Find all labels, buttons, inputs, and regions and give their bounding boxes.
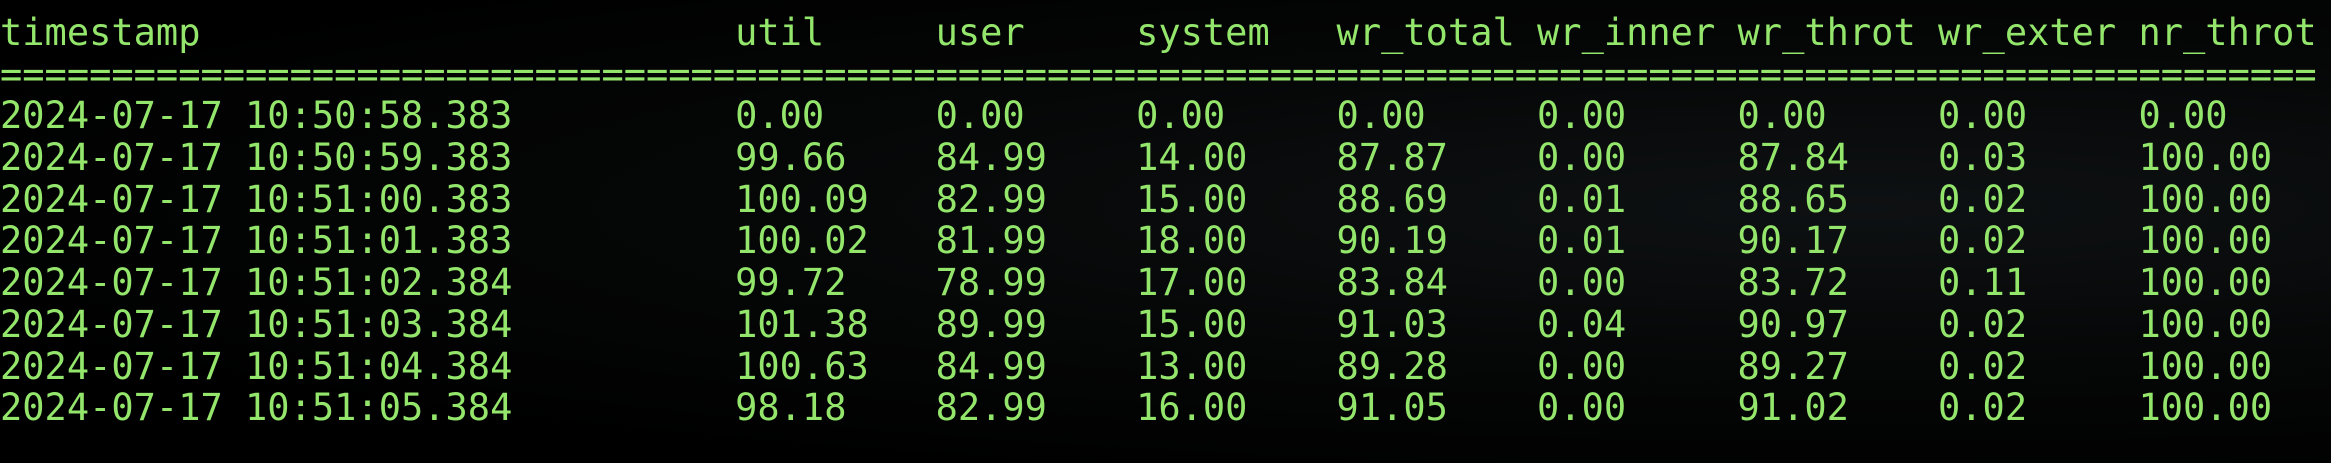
table-row: 2024-07-17 10:51:05.384 98.18 82.99 16.00 91… bbox=[0, 387, 2331, 429]
cell-wr-total: 91.05 bbox=[1336, 386, 1448, 430]
cell-timestamp: 2024-07-17 10:51:03.384 bbox=[0, 302, 513, 346]
table-row: 2024-07-17 10:51:00.383 100.09 82.99 15.00 8… bbox=[0, 179, 2331, 221]
cell-user: 78.99 bbox=[935, 261, 1047, 305]
cell-timestamp: 2024-07-17 10:50:58.383 bbox=[0, 94, 513, 138]
cell-nr-throt: 100.00 bbox=[2138, 219, 2273, 263]
cell-user: 0.00 bbox=[935, 94, 1025, 138]
cell-timestamp: 2024-07-17 10:51:00.383 bbox=[0, 177, 513, 221]
table-row: 2024-07-17 10:50:58.383 0.00 0.00 0.00 0.00 0… bbox=[0, 95, 2331, 137]
column-header-timestamp: timestamp bbox=[0, 11, 201, 54]
cell-util: 100.63 bbox=[735, 344, 869, 388]
cell-nr-throt: 100.00 bbox=[2138, 136, 2273, 180]
cell-wr-exter: 0.02 bbox=[1938, 177, 2028, 221]
cell-util: 99.72 bbox=[735, 261, 847, 305]
cell-timestamp: 2024-07-17 10:51:01.383 bbox=[0, 219, 513, 263]
cell-wr-inner: 0.01 bbox=[1537, 177, 1627, 221]
cell-system: 18.00 bbox=[1136, 219, 1248, 263]
cell-wr-throt: 87.84 bbox=[1737, 136, 1849, 180]
cell-system: 0.00 bbox=[1136, 94, 1226, 138]
cell-wr-throt: 0.00 bbox=[1737, 94, 1827, 138]
cell-user: 82.99 bbox=[935, 177, 1047, 221]
cell-nr-throt: 100.00 bbox=[2138, 344, 2273, 388]
column-header-wr-inner: wr_inner bbox=[1537, 11, 1716, 54]
cell-wr-inner: 0.00 bbox=[1537, 261, 1627, 305]
cell-wr-throt: 91.02 bbox=[1737, 386, 1849, 430]
cell-wr-total: 88.69 bbox=[1336, 177, 1448, 221]
cell-wr-inner: 0.01 bbox=[1537, 219, 1627, 263]
column-header-user: user bbox=[935, 11, 1025, 54]
cell-wr-exter: 0.02 bbox=[1938, 302, 2028, 346]
cell-user: 84.99 bbox=[935, 344, 1047, 388]
column-header-system: system bbox=[1136, 11, 1270, 54]
cell-system: 16.00 bbox=[1136, 386, 1248, 430]
table-row: 2024-07-17 10:51:01.383 100.02 81.99 18.00 9… bbox=[0, 220, 2331, 262]
column-header-wr-exter: wr_exter bbox=[1938, 11, 2117, 54]
cell-wr-throt: 83.72 bbox=[1737, 261, 1849, 305]
cell-system: 17.00 bbox=[1136, 261, 1248, 305]
cell-wr-throt: 90.97 bbox=[1737, 302, 1849, 346]
cell-util: 0.00 bbox=[735, 94, 825, 138]
cell-wr-throt: 88.65 bbox=[1737, 177, 1849, 221]
cell-nr-throt: 100.00 bbox=[2138, 386, 2273, 430]
column-header-nr-throt: nr_throt bbox=[2138, 11, 2317, 54]
cell-user: 81.99 bbox=[935, 219, 1047, 263]
table-row: 2024-07-17 10:51:02.384 99.72 78.99 17.00 83… bbox=[0, 262, 2331, 304]
cell-wr-throt: 89.27 bbox=[1737, 344, 1849, 388]
cell-system: 15.00 bbox=[1136, 177, 1248, 221]
cell-system: 13.00 bbox=[1136, 344, 1248, 388]
cell-user: 89.99 bbox=[935, 302, 1047, 346]
cell-wr-exter: 0.02 bbox=[1938, 219, 2028, 263]
cell-wr-exter: 0.02 bbox=[1938, 386, 2028, 430]
cell-wr-inner: 0.04 bbox=[1537, 302, 1627, 346]
table-row: 2024-07-17 10:50:59.383 99.66 84.99 14.00 87… bbox=[0, 137, 2331, 179]
table-row: 2024-07-17 10:51:03.384 101.38 89.99 15.00 9… bbox=[0, 304, 2331, 346]
cell-timestamp: 2024-07-17 10:51:02.384 bbox=[0, 261, 513, 305]
column-header-util: util bbox=[735, 11, 825, 54]
cell-wr-exter: 0.00 bbox=[1938, 94, 2028, 138]
cell-wr-total: 89.28 bbox=[1336, 344, 1448, 388]
cell-util: 98.18 bbox=[735, 386, 847, 430]
cell-nr-throt: 100.00 bbox=[2138, 261, 2273, 305]
header-separator: ========================================… bbox=[0, 52, 2317, 96]
cell-wr-inner: 0.00 bbox=[1537, 386, 1627, 430]
cell-wr-exter: 0.03 bbox=[1938, 136, 2028, 180]
column-header-wr-throt: wr_throt bbox=[1737, 11, 1916, 54]
cell-nr-throt: 100.00 bbox=[2138, 302, 2273, 346]
cell-timestamp: 2024-07-17 10:51:05.384 bbox=[0, 386, 513, 430]
cell-user: 82.99 bbox=[935, 386, 1047, 430]
table-body: 2024-07-17 10:50:58.383 0.00 0.00 0.00 0.00 0… bbox=[0, 95, 2331, 429]
cell-user: 84.99 bbox=[935, 136, 1047, 180]
cell-system: 14.00 bbox=[1136, 136, 1248, 180]
cell-util: 101.38 bbox=[735, 302, 869, 346]
cell-util: 100.09 bbox=[735, 177, 869, 221]
cell-system: 15.00 bbox=[1136, 302, 1248, 346]
cell-wr-total: 87.87 bbox=[1336, 136, 1448, 180]
table-header: timestamp util user system wr_total wr_inner w… bbox=[0, 12, 2331, 54]
table-row: 2024-07-17 10:51:04.384 100.63 84.99 13.00 8… bbox=[0, 344, 2331, 388]
cell-wr-exter: 0.02 bbox=[1938, 344, 2028, 388]
cell-wr-inner: 0.00 bbox=[1537, 94, 1627, 138]
cell-wr-total: 90.19 bbox=[1336, 219, 1448, 263]
cell-nr-throt: 100.00 bbox=[2138, 177, 2273, 221]
cell-wr-total: 0.00 bbox=[1336, 94, 1426, 138]
cell-wr-throt: 90.17 bbox=[1737, 219, 1849, 263]
cell-wr-exter: 0.11 bbox=[1938, 261, 2028, 305]
cell-wr-inner: 0.00 bbox=[1537, 136, 1627, 180]
cell-timestamp: 2024-07-17 10:51:04.384 bbox=[0, 344, 513, 388]
column-header-wr-total: wr_total bbox=[1336, 11, 1515, 54]
cell-wr-total: 91.03 bbox=[1336, 302, 1448, 346]
cell-util: 99.66 bbox=[735, 136, 847, 180]
cell-nr-throt: 0.00 bbox=[2138, 94, 2228, 138]
cell-timestamp: 2024-07-17 10:50:59.383 bbox=[0, 136, 513, 180]
cell-util: 100.02 bbox=[735, 219, 869, 263]
cell-wr-total: 83.84 bbox=[1336, 261, 1448, 305]
cell-wr-inner: 0.00 bbox=[1537, 344, 1627, 388]
terminal-output: timestamp util user system wr_total wr_inner w… bbox=[0, 12, 2331, 429]
